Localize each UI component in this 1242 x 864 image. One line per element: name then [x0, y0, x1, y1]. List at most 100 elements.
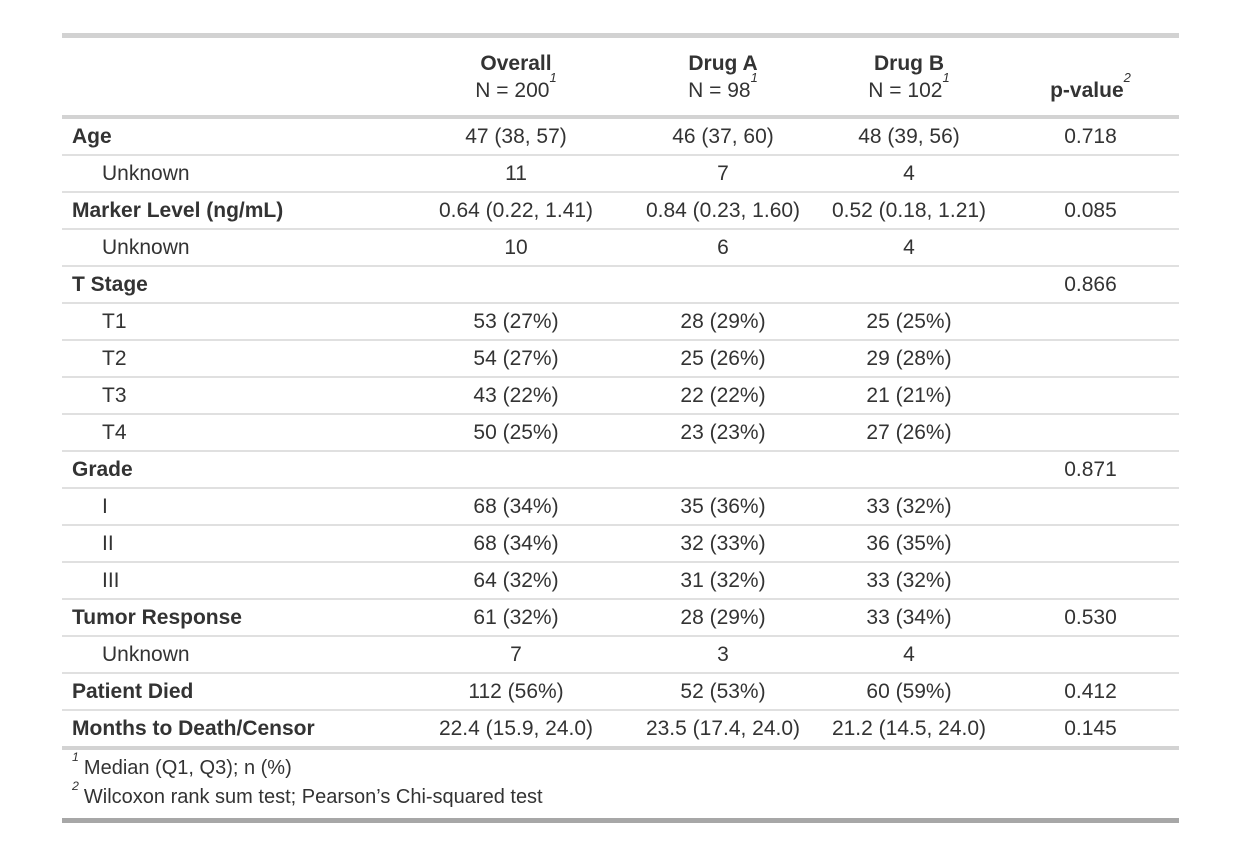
row-label: T Stage	[62, 266, 402, 304]
cell-drug-a: 28 (29%)	[630, 303, 816, 341]
table-row-tumor-response: Tumor Response 61 (32%) 28 (29%) 33 (34%…	[62, 599, 1179, 637]
cell-drug-b: 29 (28%)	[816, 340, 1002, 378]
footnote-1-marker: 1	[72, 749, 79, 764]
header-drug-b-column: Drug B N = 1021	[816, 35, 1002, 119]
table-row-t3: T3 43 (22%) 22 (22%) 21 (21%)	[62, 377, 1179, 415]
row-label: Patient Died	[62, 673, 402, 711]
cell-drug-b: 4	[816, 229, 1002, 267]
cell-p-value	[1002, 636, 1179, 674]
cell-drug-a: 0.84 (0.23, 1.60)	[630, 192, 816, 230]
cell-drug-a: 25 (26%)	[630, 340, 816, 378]
table-row-grade-1: I 68 (34%) 35 (36%) 33 (32%)	[62, 488, 1179, 526]
cell-p-value	[1002, 229, 1179, 267]
cell-drug-b	[816, 266, 1002, 304]
table-row-age-unknown: Unknown 11 7 4	[62, 155, 1179, 193]
cell-drug-a: 52 (53%)	[630, 673, 816, 711]
cell-drug-a	[630, 451, 816, 489]
row-label: Months to Death/Censor	[72, 717, 315, 740]
cell-drug-b: 36 (35%)	[816, 525, 1002, 563]
cell-drug-a: 6	[630, 229, 816, 267]
table-row-marker-level: Marker Level (ng/mL) 0.64 (0.22, 1.41) 0…	[62, 192, 1179, 230]
cell-drug-a: 46 (37, 60)	[630, 117, 816, 156]
row-label: T3	[62, 377, 402, 415]
cell-drug-b: 33 (34%)	[816, 599, 1002, 637]
row-label: Tumor Response	[62, 599, 402, 637]
table-row-grade-3: III 64 (32%) 31 (32%) 33 (32%)	[62, 562, 1179, 600]
column-n-drug-a: N = 981	[638, 71, 808, 104]
cell-p-value	[1002, 525, 1179, 563]
cell-p-value: 0.085	[1002, 192, 1179, 230]
column-title-drug-a: Drug A	[688, 52, 758, 75]
cell-drug-a: 3	[630, 636, 816, 674]
column-n-overall: N = 2001	[410, 71, 622, 104]
row-label: Age	[62, 117, 402, 156]
row-label: Grade	[62, 451, 402, 489]
cell-drug-b: 27 (26%)	[816, 414, 1002, 452]
cell-overall: 61 (32%)	[402, 599, 630, 637]
row-label: Unknown	[62, 636, 402, 674]
table-row-tumor-unknown: Unknown 7 3 4	[62, 636, 1179, 674]
table-row-months-to-death: Months to Death/Censor 22.4 (15.9, 24.0)…	[62, 710, 1179, 748]
cell-drug-a: 31 (32%)	[630, 562, 816, 600]
table-row-grade-2: II 68 (34%) 32 (33%) 36 (35%)	[62, 525, 1179, 563]
row-label: Unknown	[62, 155, 402, 193]
cell-drug-a: 32 (33%)	[630, 525, 816, 563]
footnote-ref-2: 2	[1123, 69, 1131, 85]
cell-overall: 11	[402, 155, 630, 193]
table-row-age: Age 47 (38, 57) 46 (37, 60) 48 (39, 56) …	[62, 117, 1179, 156]
cell-overall: 64 (32%)	[402, 562, 630, 600]
cell-overall: 7	[402, 636, 630, 674]
cell-p-value: 0.145	[1064, 717, 1117, 740]
cell-drug-b: 33 (32%)	[816, 562, 1002, 600]
cell-overall: 68 (34%)	[402, 488, 630, 526]
cell-drug-a: 23 (23%)	[630, 414, 816, 452]
cell-overall: 50 (25%)	[402, 414, 630, 452]
cell-drug-a: 35 (36%)	[630, 488, 816, 526]
cell-overall: 68 (34%)	[402, 525, 630, 563]
header-p-value-column: p-value2	[1002, 35, 1179, 119]
cell-p-value: 0.412	[1002, 673, 1179, 711]
table-row-grade: Grade 0.871	[62, 451, 1179, 489]
cell-drug-b: 0.52 (0.18, 1.21)	[816, 192, 1002, 230]
cell-p-value	[1002, 340, 1179, 378]
cell-overall: 22.4 (15.9, 24.0)	[438, 717, 594, 740]
cell-p-value	[1002, 303, 1179, 341]
cell-overall: 43 (22%)	[402, 377, 630, 415]
table-row-t1: T1 53 (27%) 28 (29%) 25 (25%)	[62, 303, 1179, 341]
cell-p-value	[1002, 155, 1179, 193]
table-row-patient-died: Patient Died 112 (56%) 52 (53%) 60 (59%)…	[62, 673, 1179, 711]
footnote-ref-1: 1	[942, 69, 950, 85]
table-row-t4: T4 50 (25%) 23 (23%) 27 (26%)	[62, 414, 1179, 452]
header-overall-column: Overall N = 2001	[402, 35, 630, 119]
footnote-1: 1 Median (Q1, Q3); n (%)	[72, 751, 1169, 783]
column-n-drug-b: N = 1021	[824, 71, 994, 104]
column-title-p-value: p-value	[1050, 79, 1124, 102]
cell-overall: 54 (27%)	[402, 340, 630, 378]
cell-p-value: 0.530	[1002, 599, 1179, 637]
cell-overall: 47 (38, 57)	[402, 117, 630, 156]
cell-drug-b: 48 (39, 56)	[816, 117, 1002, 156]
cell-drug-a: 7	[630, 155, 816, 193]
row-label: T4	[62, 414, 402, 452]
n-value: N = 102	[868, 79, 943, 102]
footnote-ref-1: 1	[750, 69, 758, 85]
row-label: Unknown	[62, 229, 402, 267]
cell-overall: 10	[402, 229, 630, 267]
n-value: N = 200	[475, 79, 550, 102]
cell-p-value: 0.866	[1002, 266, 1179, 304]
cell-p-value	[1002, 377, 1179, 415]
cell-drug-b: 21 (21%)	[816, 377, 1002, 415]
header-label-column	[62, 35, 402, 119]
row-label: II	[62, 525, 402, 563]
header-drug-a-column: Drug A N = 981	[630, 35, 816, 119]
footnote-1-text: Median (Q1, Q3); n (%)	[83, 757, 292, 779]
cell-drug-b: 33 (32%)	[816, 488, 1002, 526]
cell-drug-b: 25 (25%)	[816, 303, 1002, 341]
footnotes-row: 1 Median (Q1, Q3); n (%) 2 Wilcoxon rank s…	[62, 746, 1179, 821]
row-label: Marker Level (ng/mL)	[62, 192, 402, 230]
column-title-overall: Overall	[480, 52, 552, 75]
n-value: N = 98	[688, 79, 751, 102]
cell-drug-b: 4	[816, 155, 1002, 193]
cell-p-value	[1002, 414, 1179, 452]
